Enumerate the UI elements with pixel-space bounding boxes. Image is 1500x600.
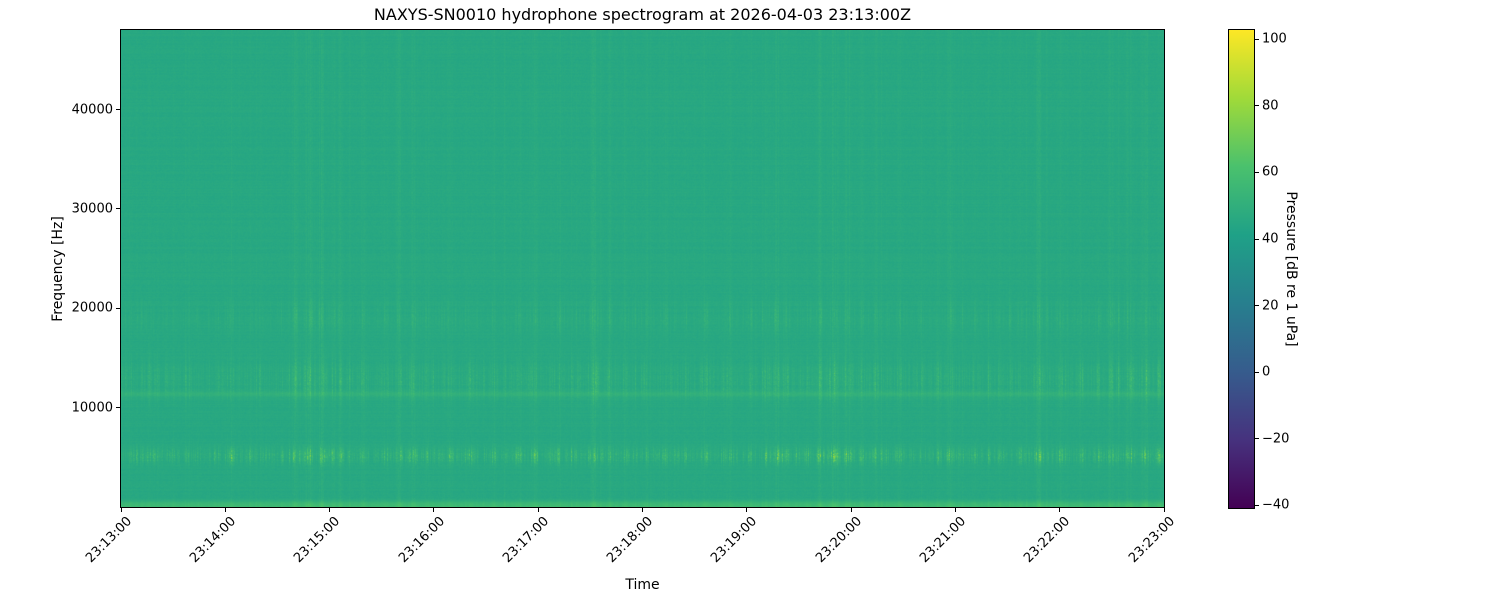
colorbar-label: Pressure [dB re 1 uPa] xyxy=(1283,191,1299,347)
x-tick-mark xyxy=(642,508,643,512)
x-tick-mark xyxy=(224,508,226,512)
x-axis-label: Time xyxy=(625,577,660,593)
colorbar-tick-mark xyxy=(1255,238,1259,240)
x-tick-label: 23:18:00 xyxy=(604,514,657,566)
y-axis-label: Frequency [Hz] xyxy=(50,216,66,322)
colorbar-tick-label: −40 xyxy=(1262,497,1290,513)
y-tick-mark xyxy=(116,109,120,110)
colorbar-tick-label: 0 xyxy=(1262,364,1271,380)
colorbar-tick-mark xyxy=(1255,105,1259,107)
y-tick-mark xyxy=(116,407,120,409)
colorbar-tick-mark xyxy=(1255,171,1259,173)
colorbar-tick-mark xyxy=(1255,438,1259,440)
x-tick-mark xyxy=(1163,508,1165,512)
x-tick-label: 23:21:00 xyxy=(917,514,969,566)
colorbar-tick-label: 100 xyxy=(1262,31,1287,47)
y-tick-label: 20000 xyxy=(71,300,113,316)
x-tick-label: 23:15:00 xyxy=(291,514,344,566)
x-tick-label: 23:14:00 xyxy=(187,514,239,566)
x-tick-label: 23:22:00 xyxy=(1021,514,1074,566)
spectrogram-heatmap xyxy=(121,30,1164,507)
x-tick-label: 23:17:00 xyxy=(499,514,552,566)
x-tick-label: 23:13:00 xyxy=(82,514,135,566)
colorbar-tick-label: −20 xyxy=(1262,431,1290,447)
colorbar-tick-mark xyxy=(1255,38,1259,40)
x-tick-label: 23:23:00 xyxy=(1125,514,1178,566)
x-tick-mark xyxy=(537,508,539,512)
colorbar-gradient xyxy=(1229,30,1254,508)
x-tick-mark xyxy=(746,508,748,512)
x-tick-mark xyxy=(850,508,852,512)
x-tick-mark xyxy=(954,508,956,512)
x-tick-mark xyxy=(120,508,122,512)
x-tick-label: 23:16:00 xyxy=(395,514,448,566)
x-tick-mark xyxy=(329,508,331,512)
colorbar-tick-mark xyxy=(1255,371,1259,373)
x-tick-mark xyxy=(1059,508,1061,512)
colorbar xyxy=(1228,29,1255,509)
colorbar-tick-label: 60 xyxy=(1262,164,1279,180)
plot-area xyxy=(120,29,1165,508)
colorbar-tick-mark xyxy=(1255,504,1259,506)
x-tick-label: 23:19:00 xyxy=(708,514,761,566)
y-tick-label: 30000 xyxy=(71,201,113,217)
y-tick-mark xyxy=(116,307,120,309)
x-tick-label: 23:20:00 xyxy=(812,514,865,566)
colorbar-tick-label: 80 xyxy=(1262,98,1279,114)
colorbar-tick-label: 40 xyxy=(1262,231,1279,247)
y-tick-label: 40000 xyxy=(71,102,113,117)
x-tick-mark xyxy=(433,508,435,512)
colorbar-tick-label: 20 xyxy=(1262,298,1279,314)
y-tick-mark xyxy=(116,208,120,210)
chart-title: NAXYS-SN0010 hydrophone spectrogram at 2… xyxy=(373,5,912,24)
y-tick-label: 10000 xyxy=(71,400,113,416)
colorbar-tick-mark xyxy=(1255,305,1259,307)
